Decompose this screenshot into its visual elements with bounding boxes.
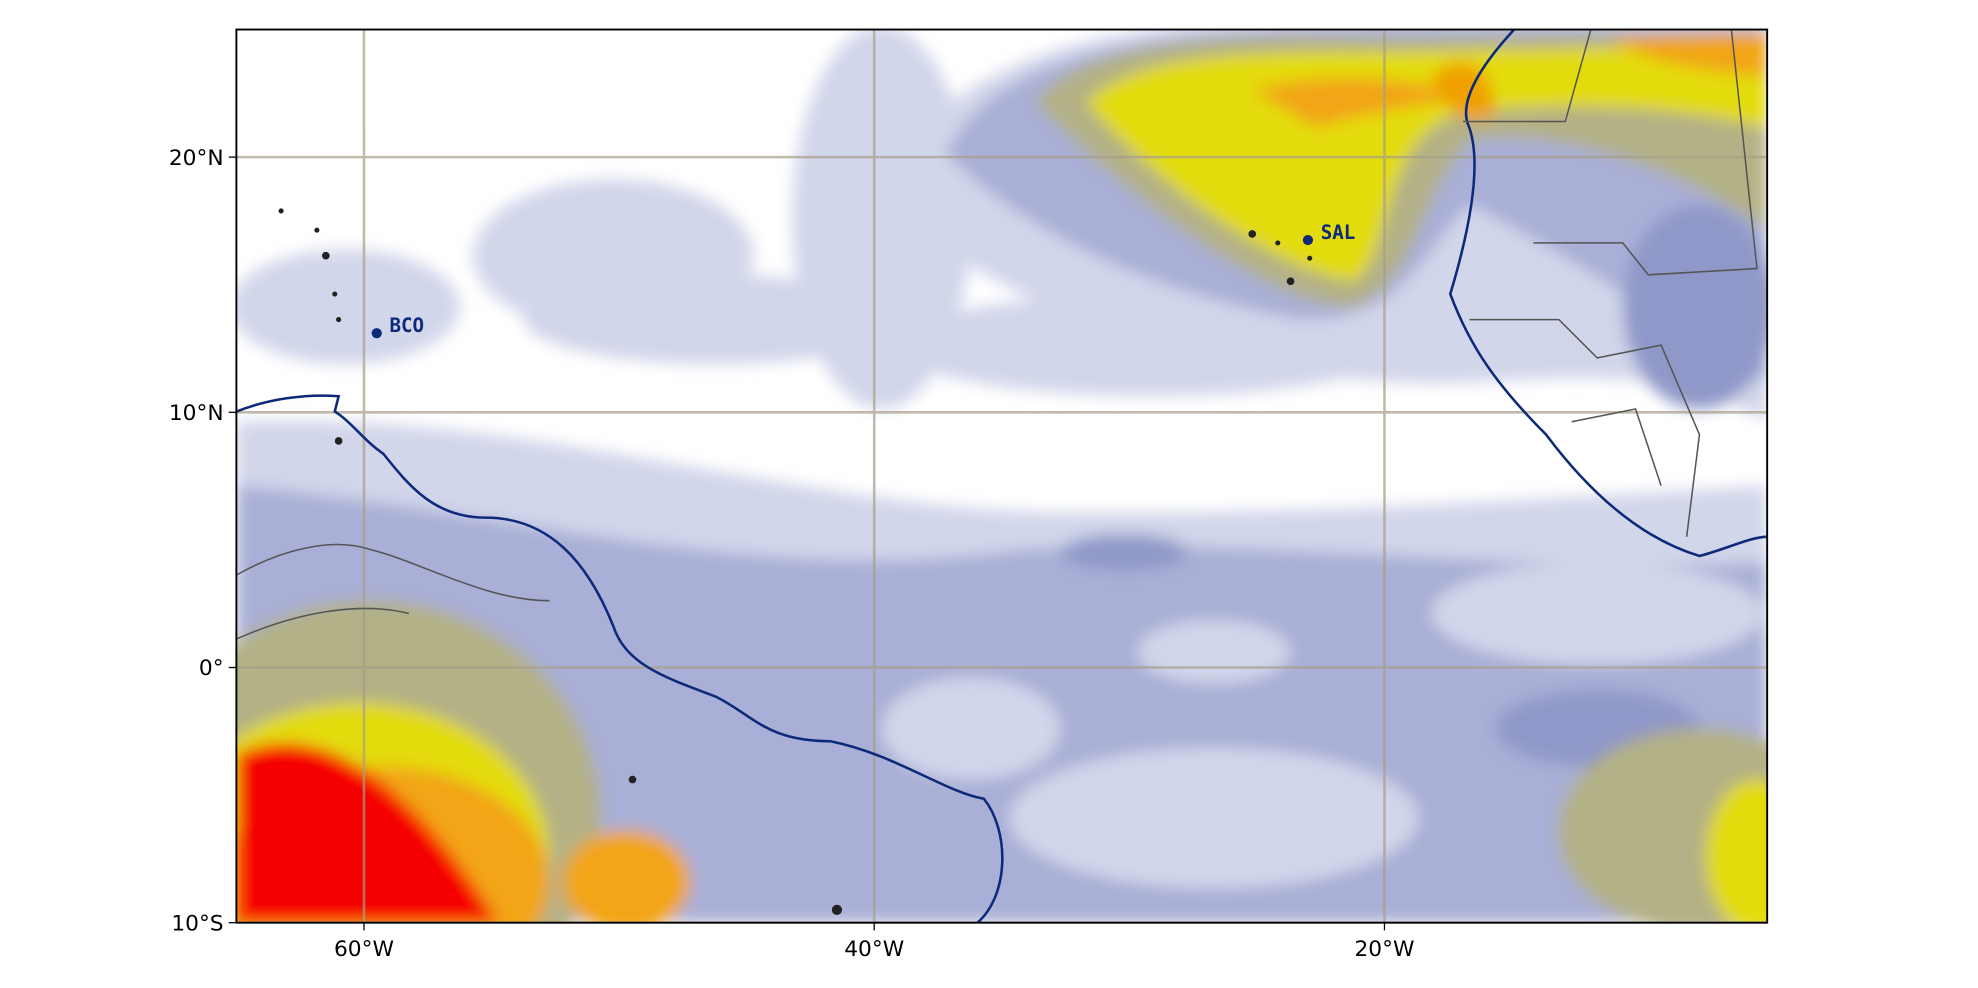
station-label: SAL	[1321, 221, 1356, 244]
y-tick-label: 10°N	[169, 401, 224, 426]
y-tick-label: 20°N	[169, 146, 224, 171]
x-tick-label: 60°W	[334, 937, 394, 962]
station-marker	[371, 328, 382, 339]
dust-field: BCO SAL	[236, 29, 1768, 923]
x-tick-label: 40°W	[844, 937, 904, 962]
y-tick-label: 0°	[199, 656, 224, 681]
y-tick-label: 10°S	[171, 911, 223, 936]
station-label: BCO	[389, 314, 424, 337]
map-frame	[235, 28, 1769, 924]
grid	[236, 29, 1768, 923]
x-tick-label: 20°W	[1354, 937, 1414, 962]
station-marker	[1302, 234, 1314, 246]
